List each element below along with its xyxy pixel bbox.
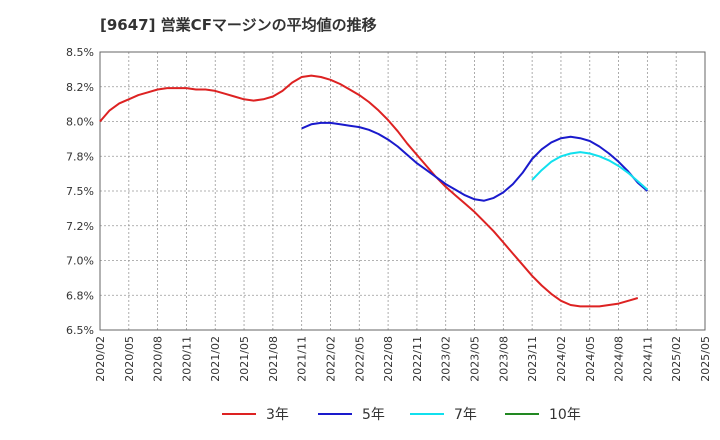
x-tick-label: 2022/08: [382, 336, 395, 382]
x-tick-label: 2024/11: [641, 336, 654, 382]
x-tick-label: 2025/05: [699, 336, 712, 382]
y-tick-label: 7.2%: [66, 220, 94, 233]
y-tick-label: 7.8%: [66, 150, 94, 163]
x-tick-label: 2021/05: [238, 336, 251, 382]
series-line: [99, 74, 639, 308]
x-tick-label: 2022/11: [411, 336, 424, 382]
legend-label: 7年: [454, 407, 477, 423]
x-tick-label: 2025/02: [670, 336, 683, 382]
y-tick-label: 7.5%: [66, 185, 94, 198]
y-tick-label: 8.2%: [66, 81, 94, 94]
x-tick-label: 2021/11: [296, 336, 309, 382]
legend-label: 5年: [362, 407, 385, 423]
y-axis-ticks: 8.5% 8.2% 8.0% 7.8% 7.5% 7.2% 7.0% 6.8% 6.5%: [66, 46, 94, 337]
x-tick-label: 2020/11: [180, 336, 193, 382]
x-tick-label: 2020/05: [123, 336, 136, 382]
x-tick-label: 2021/08: [267, 336, 280, 382]
x-tick-label: 2021/02: [209, 336, 222, 382]
x-tick-label: 2020/08: [152, 336, 165, 382]
series-line: [301, 121, 649, 202]
x-tick-label: 2022/02: [324, 336, 337, 382]
plot-frame: [99, 51, 706, 331]
y-tick-label: 7.0%: [66, 255, 94, 268]
series-lines: [99, 74, 649, 308]
x-tick-label: 2024/02: [555, 336, 568, 382]
y-tick-label: 6.8%: [66, 289, 94, 302]
y-tick-label: 8.0%: [66, 116, 94, 129]
legend: 3年 5年 7年 10年: [222, 407, 581, 423]
x-tick-label: 2023/08: [497, 336, 510, 382]
x-tick-label: 2023/11: [526, 336, 539, 382]
x-tick-label: 2023/02: [440, 336, 453, 382]
x-tick-label: 2020/02: [94, 336, 107, 382]
x-tick-label: 2023/05: [469, 336, 482, 382]
chart-title: [9647] 営業CFマージンの平均値の推移: [100, 16, 377, 34]
x-tick-label: 2024/05: [584, 336, 597, 382]
x-tick-label: 2024/08: [613, 336, 626, 382]
grid: [100, 52, 705, 330]
legend-label: 10年: [549, 407, 581, 423]
y-tick-label: 8.5%: [66, 46, 94, 59]
y-tick-label: 6.5%: [66, 324, 94, 337]
series-line: [531, 151, 649, 191]
legend-label: 3年: [266, 407, 289, 423]
x-tick-label: 2022/05: [353, 336, 366, 382]
x-axis-ticks: 2020/02 2020/05 2020/08 2020/11 2021/02 2021/…: [94, 336, 712, 382]
